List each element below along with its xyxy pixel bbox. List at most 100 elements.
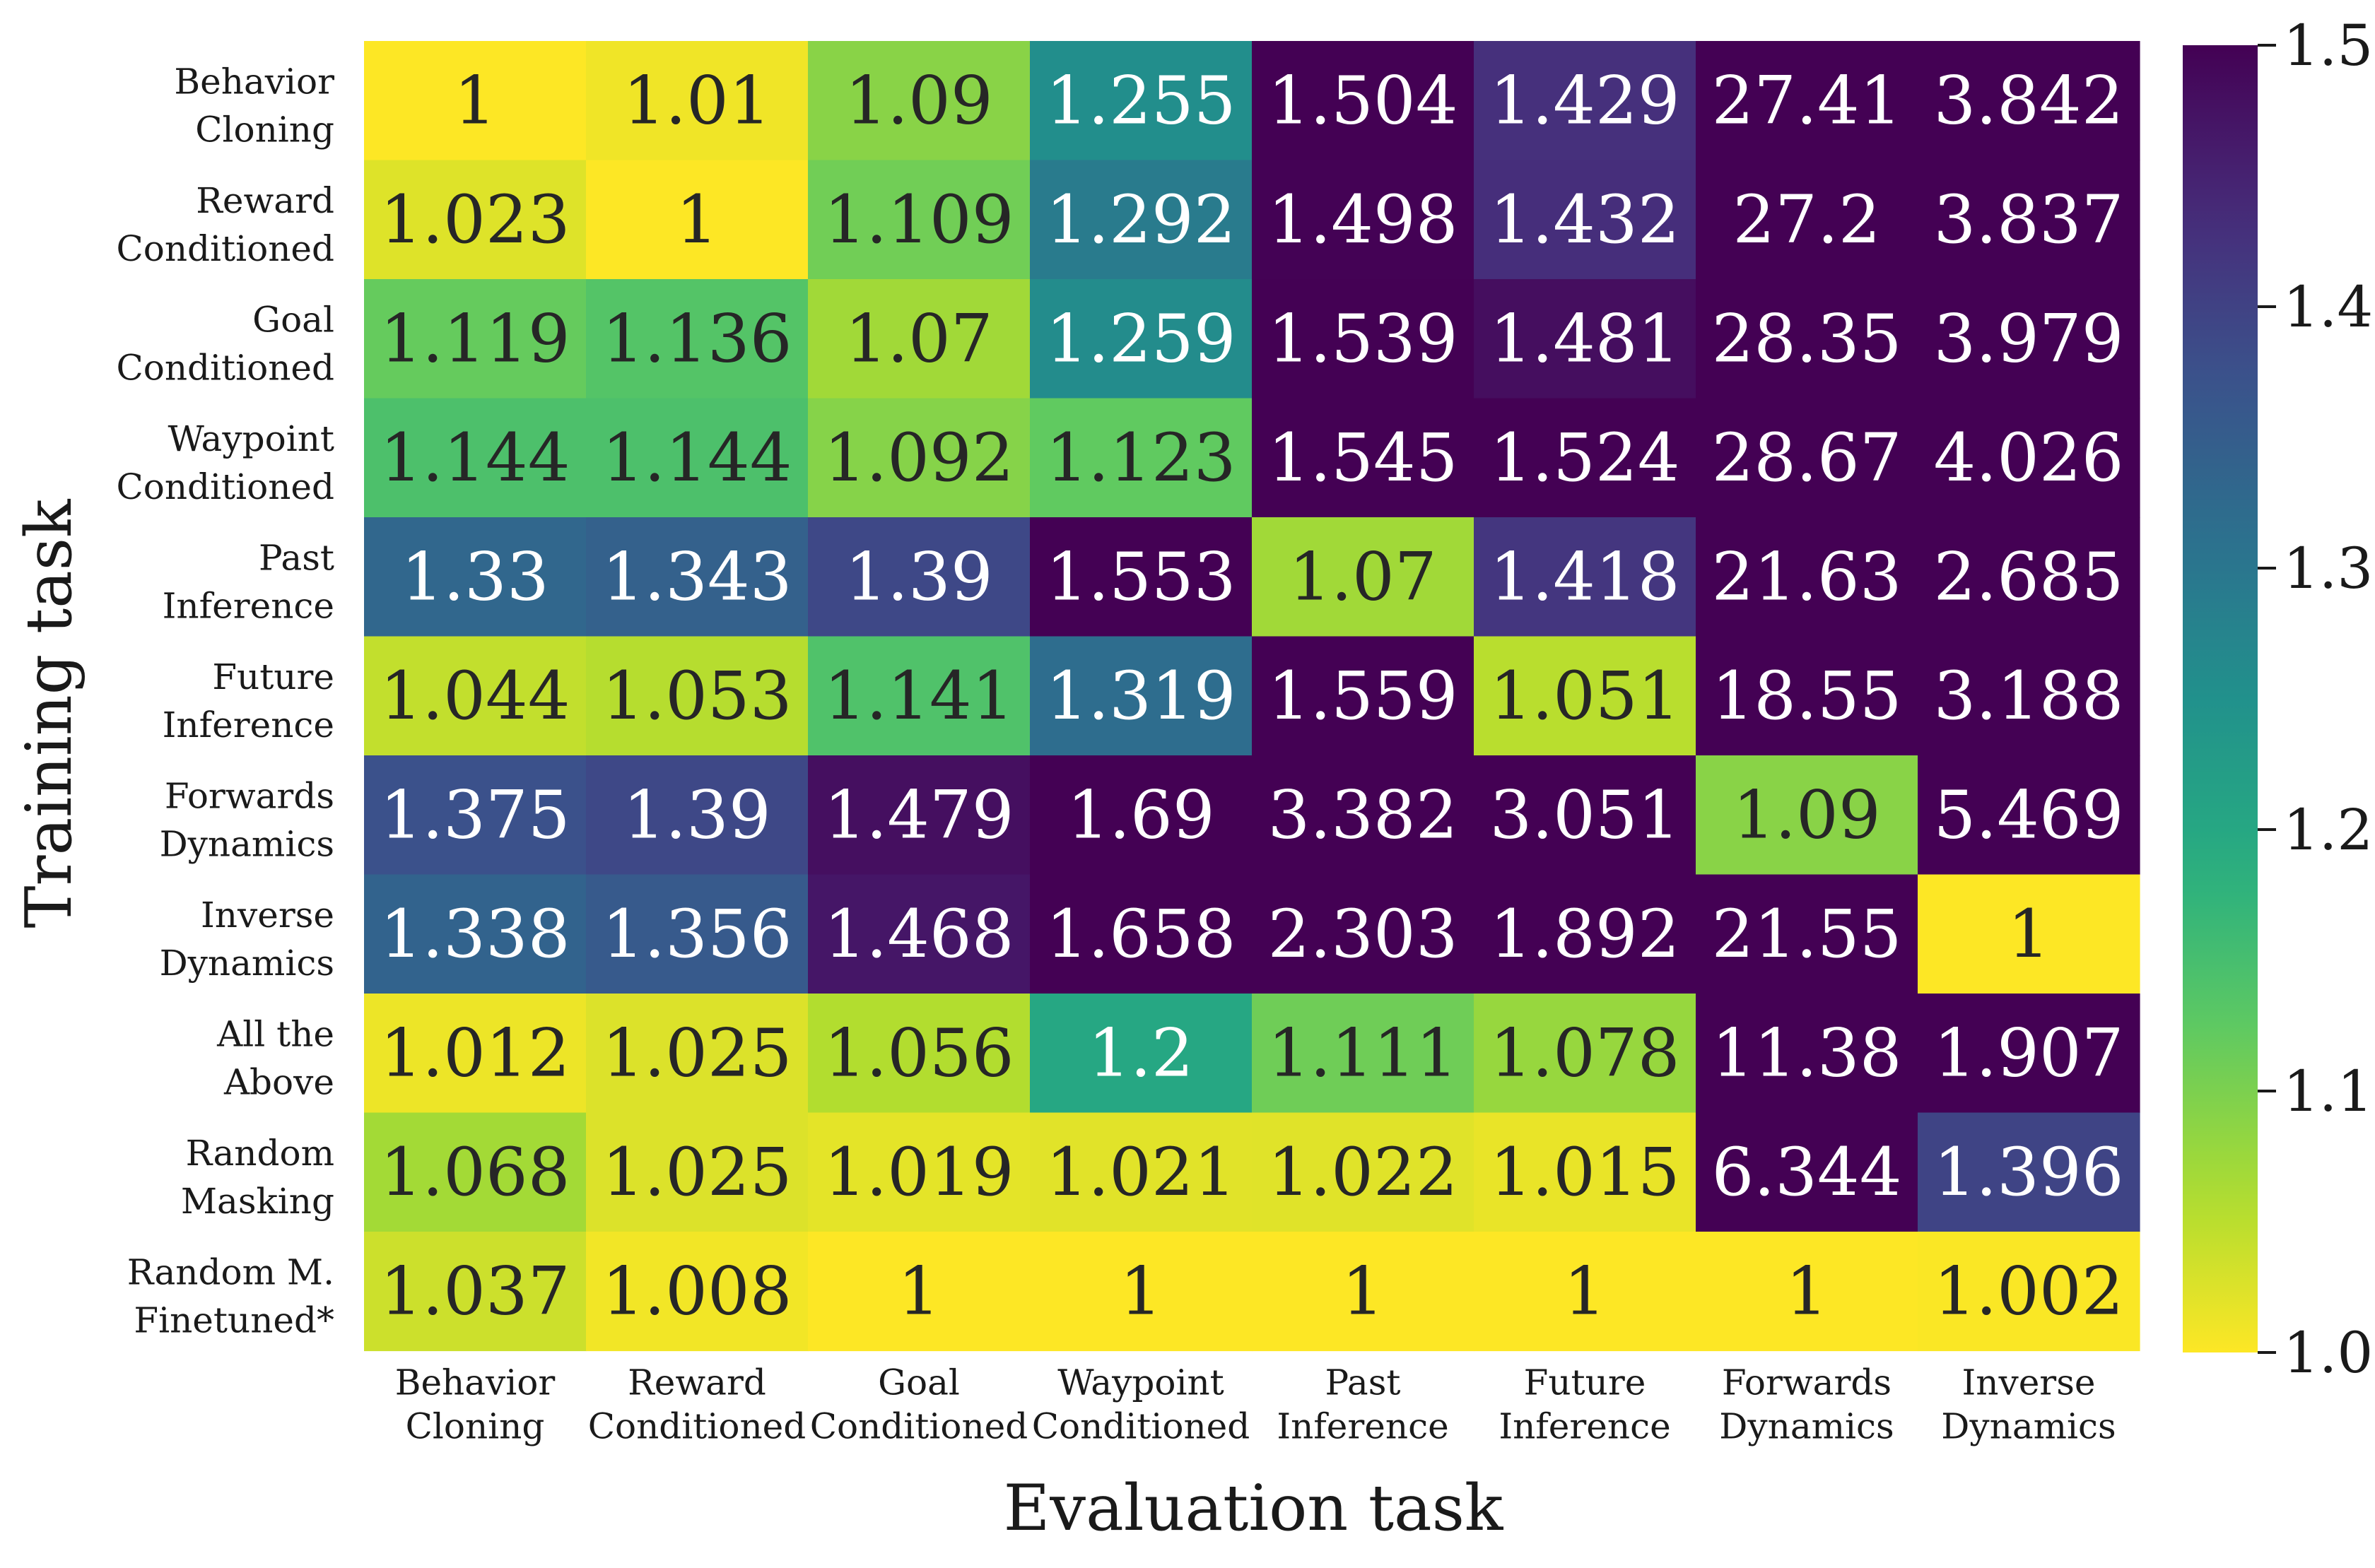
colorbar-tick-label: 1.0 — [2283, 1320, 2373, 1386]
cell-value-label: 1.119 — [380, 300, 570, 377]
cell-value-label: 1.553 — [1045, 538, 1236, 615]
y-tick-label: Inference — [163, 705, 334, 745]
cell-value-label: 3.051 — [1489, 777, 1679, 854]
cell-value-label: 1.09 — [845, 62, 992, 139]
x-tick-labels: BehaviorCloningRewardConditionedGoalCond… — [395, 1362, 2116, 1447]
cell-value-label: 1.338 — [380, 896, 570, 973]
cell-value-label: 1 — [454, 62, 496, 139]
cell-value-label: 1.025 — [602, 1134, 792, 1211]
cell-value-label: 1.479 — [823, 777, 1014, 854]
x-tick-label: Reward — [628, 1362, 766, 1403]
y-tick-label: Past — [259, 537, 334, 578]
cell-value-label: 1.111 — [1267, 1015, 1458, 1092]
cell-value-label: 1.892 — [1489, 896, 1679, 973]
colorbar-tick-label: 1.2 — [2283, 797, 2373, 863]
cell-value-label: 1.144 — [602, 420, 792, 497]
cell-value-label: 1.418 — [1489, 538, 1679, 615]
cell-value-label: 1.39 — [845, 538, 992, 615]
y-tick-label: Reward — [196, 180, 334, 221]
cell-value-label: 1.092 — [823, 420, 1014, 497]
y-tick-label: Random M. — [127, 1251, 334, 1292]
x-tick-label: Past — [1325, 1362, 1401, 1403]
cell-value-label: 1.109 — [823, 182, 1014, 259]
cell-value-label: 1.09 — [1732, 777, 1880, 854]
cell-value-label: 1.068 — [380, 1134, 570, 1211]
y-tick-label: Conditioned — [116, 228, 334, 269]
cell-value-label: 1 — [676, 182, 718, 259]
cell-value-label: 1.01 — [623, 62, 770, 139]
cell-value-label: 28.67 — [1711, 420, 1901, 497]
cell-value-label: 1 — [2007, 896, 2050, 973]
cell-value-label: 1 — [1564, 1253, 1606, 1330]
cell-value-label: 28.35 — [1711, 300, 1901, 377]
x-tick-label: Dynamics — [1719, 1406, 1894, 1447]
cell-value-label: 1.025 — [602, 1015, 792, 1092]
y-tick-label: Inverse — [201, 895, 334, 936]
x-axis-title: Evaluation task — [1004, 1471, 1504, 1545]
x-tick-label: Waypoint — [1057, 1362, 1224, 1403]
cell-value-label: 1 — [1342, 1253, 1384, 1330]
cell-value-label: 1.343 — [602, 538, 792, 615]
cell-value-label: 3.979 — [1933, 300, 2123, 377]
colorbar-tick-label: 1.3 — [2283, 536, 2373, 601]
y-axis-title: Training task — [12, 498, 86, 928]
cell-value-label: 27.41 — [1711, 62, 1901, 139]
y-tick-label: Behavior — [174, 61, 334, 102]
cell-value-label: 1.319 — [1045, 658, 1236, 735]
heatmap-cells: 1 1.01 1.09 1.255 1.504 1.429 27.41 3.842 1.023 1… — [364, 41, 2140, 1351]
cell-value-label: 1.044 — [380, 658, 570, 735]
x-tick-label: Conditioned — [1032, 1406, 1250, 1447]
cell-value-label: 6.344 — [1711, 1134, 1901, 1211]
cell-value-label: 11.38 — [1711, 1015, 1901, 1092]
y-tick-label: Above — [223, 1061, 334, 1102]
x-tick-label: Forwards — [1722, 1362, 1892, 1403]
cell-value-label: 1.539 — [1267, 300, 1458, 377]
x-tick-label: Goal — [878, 1362, 960, 1403]
cell-value-label: 3.842 — [1933, 62, 2123, 139]
colorbar-tick-label: 1.4 — [2283, 274, 2373, 340]
x-tick-label: Inference — [1499, 1406, 1670, 1447]
y-tick-label: Masking — [181, 1181, 334, 1222]
y-tick-label: Finetuned* — [134, 1299, 334, 1340]
x-tick-label: Behavior — [395, 1362, 556, 1403]
cell-value-label: 21.55 — [1711, 896, 1901, 973]
cell-value-label: 1.481 — [1489, 300, 1679, 377]
cell-value-label: 18.55 — [1711, 658, 1901, 735]
cell-value-label: 1.545 — [1267, 420, 1458, 497]
cell-value-label: 1.69 — [1067, 777, 1214, 854]
x-tick-label: Cloning — [406, 1406, 545, 1447]
cell-value-label: 1.056 — [823, 1015, 1014, 1092]
cell-value-label: 1.021 — [1045, 1134, 1236, 1211]
cell-value-label: 1.019 — [823, 1134, 1014, 1211]
colorbar: 1.0 1.1 1.2 1.3 1.4 1.5 — [2183, 13, 2373, 1386]
y-tick-label: Forwards — [165, 775, 334, 816]
cell-value-label: 1.375 — [380, 777, 570, 854]
y-tick-label: Dynamics — [160, 823, 334, 864]
cell-value-label: 3.188 — [1933, 658, 2123, 735]
cell-value-label: 1.429 — [1489, 62, 1679, 139]
cell-value-label: 1.141 — [823, 658, 1014, 735]
cell-value-label: 4.026 — [1933, 420, 2123, 497]
cell-value-label: 2.303 — [1267, 896, 1458, 973]
cell-value-label: 1 — [898, 1253, 940, 1330]
cell-value-label: 1.33 — [401, 538, 549, 615]
cell-value-label: 3.382 — [1267, 777, 1458, 854]
y-tick-label: Inference — [163, 585, 334, 626]
y-tick-label: Conditioned — [116, 466, 334, 507]
y-tick-label: Waypoint — [168, 418, 335, 459]
cell-value-label: 1.07 — [845, 300, 992, 377]
cell-value-label: 1.432 — [1489, 182, 1679, 259]
cell-value-label: 1.255 — [1045, 62, 1236, 139]
cell-value-label: 1.144 — [380, 420, 570, 497]
y-tick-labels: BehaviorCloningRewardConditionedGoalCond… — [116, 61, 334, 1340]
cell-value-label: 1.023 — [380, 182, 570, 259]
cell-value-label: 1.037 — [380, 1253, 570, 1330]
cell-value-label: 1.051 — [1489, 658, 1679, 735]
y-tick-label: Random — [186, 1133, 334, 1174]
cell-value-label: 1.012 — [380, 1015, 570, 1092]
cell-value-label: 1.468 — [823, 896, 1014, 973]
cell-value-label: 1.658 — [1045, 896, 1236, 973]
cell-value-label: 3.837 — [1933, 182, 2123, 259]
x-tick-label: Conditioned — [810, 1406, 1028, 1447]
